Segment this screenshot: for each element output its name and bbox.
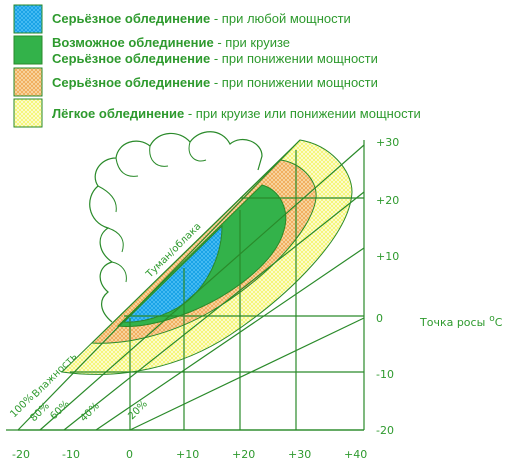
x-tick-m10: -10	[62, 448, 80, 461]
y-tick-p30: +30	[376, 136, 399, 149]
x-tick-p40: +40	[344, 448, 367, 461]
x-tick-p10: +10	[176, 448, 199, 461]
legend-entry-1: Серьёзное облединение - при любой мощнос…	[52, 11, 351, 26]
cloud-outline	[89, 131, 263, 323]
y-tick-0: 0	[376, 312, 383, 325]
legend-swatch-yellow	[13, 98, 43, 128]
legend-entry-4: Серьёзное облединение - при понижении мо…	[52, 75, 378, 90]
y-tick-m10: -10	[376, 368, 394, 381]
humidity-label-40: 40%	[78, 401, 102, 425]
legend: Серьёзное облединение - при любой мощнос…	[13, 4, 421, 128]
y-axis-title: Точка росы oC	[419, 314, 503, 329]
legend-entry-2: Возможное облединение - при круизе	[52, 35, 290, 50]
legend-swatch-blue	[13, 4, 43, 34]
x-tick-p20: +20	[232, 448, 255, 461]
humidity-line-20	[129, 317, 365, 431]
humidity-line-100	[17, 139, 301, 431]
y-tick-m20: -20	[376, 424, 394, 437]
humidity-line-60	[63, 191, 365, 431]
legend-entry-3: Серьёзное облединение - при понижении мо…	[52, 51, 378, 66]
chart-frame	[6, 139, 365, 431]
legend-swatch-orange	[13, 67, 43, 97]
x-tick-p30: +30	[288, 448, 311, 461]
humidity-line-80	[39, 144, 365, 431]
y-tick-p10: +10	[376, 250, 399, 263]
cloud-inner-curls	[97, 141, 207, 283]
humidity-label-60: 60%	[48, 399, 72, 423]
x-tick-0: 0	[126, 448, 133, 461]
y-tick-p20: +20	[376, 194, 399, 207]
legend-swatch-green	[13, 35, 43, 65]
legend-entry-5: Лёгкое облединение - при круизе или пони…	[52, 106, 421, 121]
humidity-line-40	[95, 247, 365, 431]
x-tick-m20: -20	[12, 448, 30, 461]
